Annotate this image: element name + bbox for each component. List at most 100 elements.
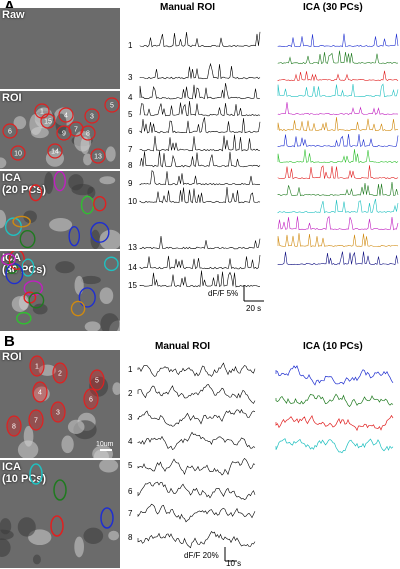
- cell-blob: [99, 287, 114, 305]
- manual-trace: [139, 134, 261, 152]
- roi-outline: [52, 362, 68, 384]
- ica-outline: [29, 184, 43, 202]
- ica-20-label: ICA (20 PCs): [2, 172, 47, 196]
- roi-number: 4: [38, 390, 42, 397]
- roi-outlines-b: 1 2 3 4 5 6 7 8 10um: [6, 355, 120, 458]
- roi-number: 15: [44, 119, 52, 126]
- panel-b-roi-image: ROI 1 2 3 4 5 6 7 8 10um: [0, 350, 120, 458]
- manual-trace: [139, 100, 261, 117]
- trace-number: 4: [128, 93, 133, 102]
- cell-blob: [17, 440, 39, 458]
- roi-outline: [58, 107, 74, 123]
- manual-trace: [139, 235, 261, 250]
- roi-number: 10: [14, 151, 22, 158]
- roi-image-label: ROI: [2, 92, 22, 104]
- manual-trace: [139, 151, 261, 168]
- ica-trace: [277, 233, 399, 248]
- roi-number: 8: [12, 424, 16, 431]
- cell-blob: [108, 530, 120, 541]
- roi-outline: [2, 123, 18, 139]
- panel-b-roi-label: ROI: [2, 351, 22, 363]
- roi-outline: [90, 148, 106, 164]
- trace-number: 6: [128, 127, 133, 136]
- cell-blob: [83, 527, 104, 545]
- roi-outline: [47, 143, 63, 159]
- ica-30-outlines: [1, 251, 120, 331]
- roi-number: 5: [95, 378, 99, 385]
- ica-trace: [275, 414, 394, 432]
- roi-number: 1: [35, 364, 39, 371]
- manual-trace: [139, 117, 261, 134]
- amp-scale-label: dF/F 5%: [208, 289, 238, 298]
- manual-trace: [137, 503, 256, 523]
- ica-trace: [277, 165, 399, 180]
- ica-outline: [50, 515, 64, 537]
- cell-blob: [99, 229, 120, 249]
- trace-number: 1: [128, 365, 133, 374]
- ica-outline: [16, 311, 32, 325]
- roi-number: 7: [74, 127, 78, 134]
- cell-blob: [74, 536, 84, 558]
- manual-trace: [137, 481, 256, 500]
- ica-outline: [19, 229, 36, 249]
- time-scale-label: 10 s: [226, 559, 241, 568]
- roi-number: 9: [62, 131, 66, 138]
- cell-blob: [30, 126, 49, 139]
- manual-trace: [139, 254, 261, 270]
- trace-number: 13: [128, 243, 137, 252]
- ica-outline: [21, 258, 35, 277]
- roi-number: 1: [40, 109, 44, 116]
- cell-blob: [112, 382, 120, 396]
- trace-number: 5: [128, 110, 133, 119]
- ica-outline: [28, 292, 45, 309]
- ica-outline: [93, 195, 107, 212]
- manual-trace: [139, 270, 260, 288]
- cell-blob: [23, 210, 37, 224]
- cell-blob: [49, 217, 73, 232]
- trace-number: 14: [128, 263, 137, 272]
- roi-number: 7: [34, 418, 38, 425]
- time-scale-label: 20 s: [246, 304, 261, 313]
- ica-trace: [277, 102, 399, 116]
- panel-a-letter: A: [4, 0, 15, 15]
- ica-b-outlines: [0, 460, 120, 565]
- ica-trace: [277, 83, 399, 98]
- roi-outline: [32, 381, 48, 403]
- roi-number: 8: [86, 131, 90, 138]
- cell-blob: [67, 419, 85, 434]
- cell-blob: [11, 296, 29, 312]
- ica-trace: [277, 33, 399, 48]
- raw-image: Raw: [0, 8, 120, 89]
- ica-outline: [12, 215, 31, 228]
- ica-outline: [23, 280, 43, 297]
- trace-number: 15: [128, 281, 137, 290]
- roi-outline: [83, 388, 99, 410]
- cell-blob: [28, 529, 52, 546]
- ica-outline: [100, 507, 114, 529]
- roi-outline: [10, 145, 26, 161]
- panel-b-manual-title: Manual ROI: [155, 341, 211, 352]
- cell-blob: [32, 554, 41, 565]
- manual-trace: [139, 186, 261, 204]
- ica-trace: [275, 393, 394, 408]
- ica-trace: [277, 215, 399, 231]
- trace-number: 8: [128, 161, 133, 170]
- cell-blob: [0, 209, 7, 229]
- manual-trace: [137, 384, 256, 404]
- ica-20-image: ICA (20 PCs): [0, 171, 120, 249]
- ica-outline: [70, 300, 86, 317]
- manual-trace: [139, 62, 261, 80]
- raw-image-label: Raw: [2, 9, 25, 21]
- ica-outline: [5, 263, 24, 285]
- trace-number: 5: [128, 461, 133, 470]
- roi-outline: [6, 415, 22, 437]
- scale-bar: [100, 449, 112, 451]
- scale-bar-label: 10um: [96, 441, 114, 448]
- ica-trace: [277, 149, 399, 164]
- manual-trace: [137, 362, 256, 377]
- trace-number: 4: [128, 437, 133, 446]
- trace-number: 1: [128, 41, 133, 50]
- trace-number: 3: [128, 413, 133, 422]
